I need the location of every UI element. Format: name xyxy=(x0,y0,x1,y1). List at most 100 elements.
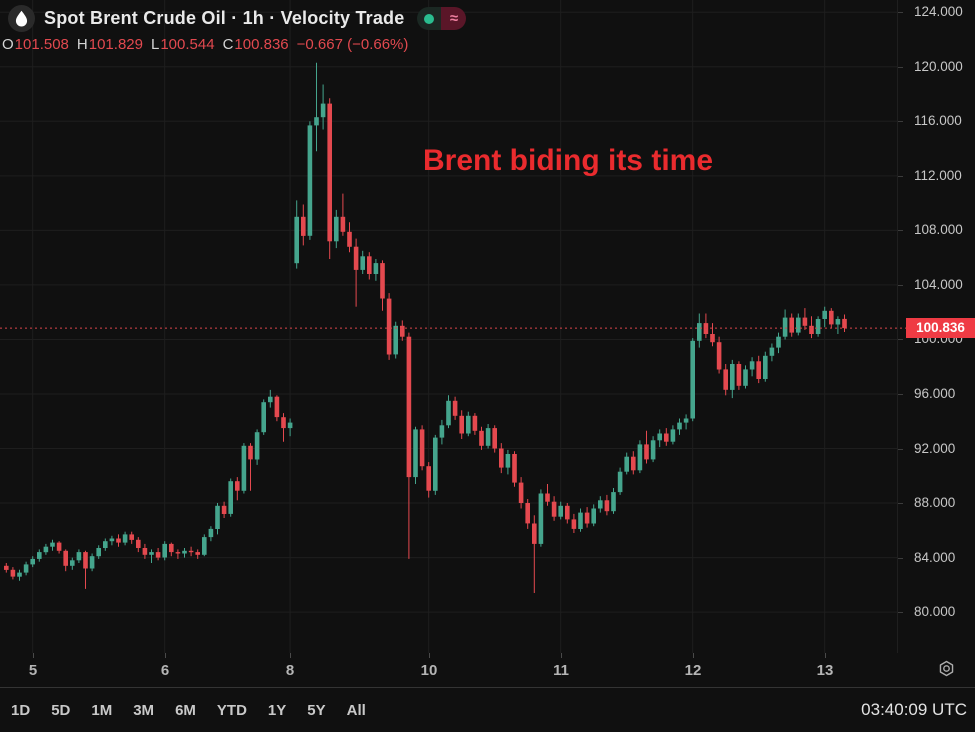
candle xyxy=(30,556,35,568)
price-axis-tick xyxy=(898,612,903,613)
candle xyxy=(657,429,662,448)
candle xyxy=(756,355,761,384)
time-axis-tick xyxy=(429,653,430,658)
candlestick-chart[interactable] xyxy=(0,0,975,653)
candle xyxy=(274,395,280,422)
range-button-5d[interactable]: 5D xyxy=(51,701,71,719)
candle xyxy=(452,396,458,420)
ohlc-open-label: O xyxy=(2,36,14,53)
candle xyxy=(89,553,95,572)
candle xyxy=(551,496,557,521)
price-axis-label: 96.000 xyxy=(914,385,956,401)
time-axis-label: 10 xyxy=(420,662,438,679)
candle xyxy=(307,121,313,240)
time-axis-label: 6 xyxy=(160,662,170,679)
range-button-6m[interactable]: 6M xyxy=(175,701,196,719)
candle xyxy=(235,477,240,501)
range-button-all[interactable]: All xyxy=(346,701,366,719)
candle xyxy=(116,534,121,547)
candle xyxy=(782,309,788,340)
candle xyxy=(743,365,748,389)
candle xyxy=(175,549,181,559)
candle xyxy=(776,332,781,354)
time-axis[interactable]: 5 6 8 10 11 12 13 xyxy=(0,653,975,687)
time-axis-tick xyxy=(290,653,291,658)
time-axis-label: 12 xyxy=(684,662,702,679)
price-axis-tick xyxy=(898,12,903,13)
candle xyxy=(829,308,834,329)
candle xyxy=(545,484,550,506)
candle xyxy=(591,504,596,527)
range-button-3m[interactable]: 3M xyxy=(133,701,155,719)
candle xyxy=(169,542,174,557)
candle xyxy=(723,364,728,396)
price-axis-tick xyxy=(898,285,903,286)
time-axis-tick xyxy=(693,653,694,658)
candle xyxy=(637,440,643,474)
range-button-5y[interactable]: 5Y xyxy=(307,701,326,719)
range-button-1y[interactable]: 1Y xyxy=(267,701,287,719)
last-price-badge: 100.836 xyxy=(906,318,975,338)
price-axis-label: 88.000 xyxy=(914,495,956,511)
candle xyxy=(538,489,544,547)
candle xyxy=(611,488,616,514)
candle xyxy=(347,222,352,253)
candle xyxy=(37,549,42,562)
candle xyxy=(320,84,326,130)
candle xyxy=(439,419,445,445)
range-button-1d[interactable]: 1D xyxy=(11,701,31,719)
chart-annotation-text[interactable]: Brent biding its time xyxy=(423,144,714,177)
candle xyxy=(505,449,511,475)
candle xyxy=(360,250,365,274)
candle xyxy=(485,424,491,449)
time-axis-label: 5 xyxy=(28,662,38,679)
candle xyxy=(525,499,530,529)
gear-icon[interactable] xyxy=(934,656,958,680)
range-buttons: 1D 5D 1M 3M 6M YTD 1Y 5Y All xyxy=(10,700,386,721)
bottom-toolbar: 1D 5D 1M 3M 6M YTD 1Y 5Y All 03:40:09 UTC xyxy=(0,687,975,732)
candle xyxy=(202,534,207,557)
candle xyxy=(228,478,233,517)
candle xyxy=(512,451,517,487)
price-axis-tick xyxy=(898,339,903,340)
candle xyxy=(340,193,346,236)
candle xyxy=(624,452,629,475)
candle xyxy=(56,541,62,554)
range-button-ytd[interactable]: YTD xyxy=(216,701,247,719)
candle xyxy=(650,436,656,463)
candle xyxy=(281,413,286,442)
candle xyxy=(103,538,108,551)
candle xyxy=(4,563,9,573)
range-button-1m[interactable]: 1M xyxy=(91,701,113,719)
time-axis-tick xyxy=(165,653,166,658)
candle xyxy=(221,501,227,518)
candle xyxy=(433,434,438,495)
candle xyxy=(677,418,682,435)
candle xyxy=(63,549,68,572)
candle xyxy=(472,413,478,435)
clock-utc[interactable]: 03:40:09 UTC xyxy=(861,700,967,719)
candle xyxy=(617,467,623,495)
price-axis[interactable]: 124.000 120.000 116.000 112.000 108.000 104.0… xyxy=(897,0,975,653)
candle xyxy=(406,332,412,559)
candle xyxy=(518,477,524,509)
candle xyxy=(716,336,722,374)
price-axis-label: 108.000 xyxy=(914,222,963,238)
ohlc-close-value: 100.836 xyxy=(234,36,289,53)
market-status-badge[interactable]: ≈ xyxy=(417,7,467,30)
candle xyxy=(50,539,55,551)
price-axis-tick xyxy=(898,230,903,231)
candle xyxy=(70,557,75,570)
ohlc-change-value: −0.667 (−0.66%) xyxy=(296,36,409,53)
candle xyxy=(314,62,319,152)
oil-drop-icon xyxy=(8,5,35,32)
candle xyxy=(835,316,841,334)
candle xyxy=(188,546,194,557)
chart-title: Spot Brent Crude Oil · 1h · Velocity Tra… xyxy=(44,8,405,28)
ohlc-high-label: H xyxy=(76,36,88,53)
candle xyxy=(208,526,214,542)
ohlc-low-value: 100.544 xyxy=(160,36,215,53)
chart-pane[interactable]: 124.000 120.000 116.000 112.000 108.000 104.0… xyxy=(0,0,975,653)
candle xyxy=(393,321,398,359)
